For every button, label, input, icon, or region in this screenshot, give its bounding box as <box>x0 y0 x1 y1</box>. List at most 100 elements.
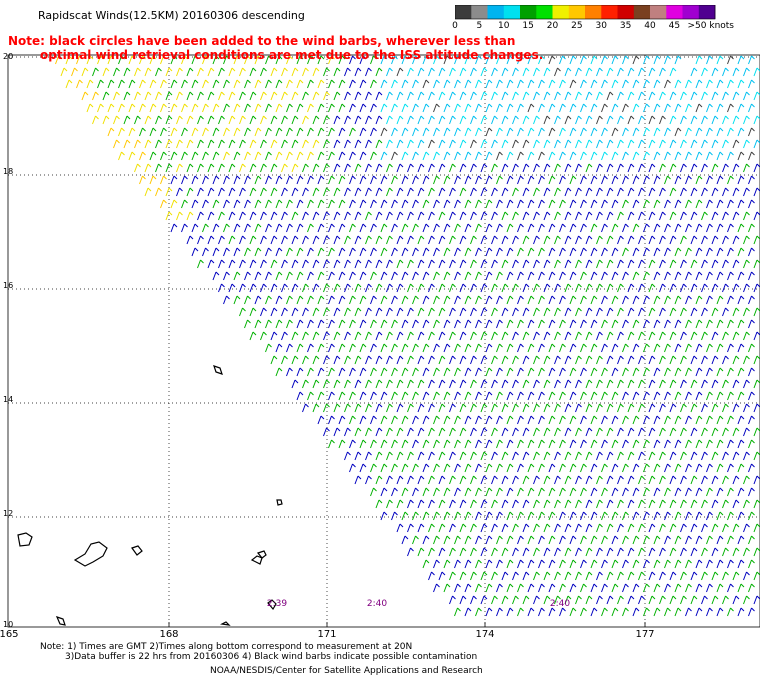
wind-barb <box>249 187 257 197</box>
wind-barb <box>443 559 451 569</box>
wind-barb <box>323 115 330 125</box>
wind-barb <box>191 79 199 89</box>
wind-barb <box>407 259 414 269</box>
wind-barb <box>706 487 713 497</box>
wind-barb <box>706 319 713 329</box>
wind-barb <box>695 103 703 113</box>
wind-barb <box>716 271 724 281</box>
wind-barb <box>701 187 708 197</box>
wind-barb <box>753 91 760 101</box>
wind-barb <box>695 439 703 449</box>
wind-barb <box>753 355 760 365</box>
wind-barb <box>653 343 661 353</box>
wind-barb <box>239 211 246 221</box>
wind-barb <box>533 595 540 605</box>
wind-barb <box>648 331 656 341</box>
wind-barb <box>496 559 503 569</box>
wind-barb <box>716 391 724 401</box>
wind-barb <box>506 127 514 137</box>
wind-barb <box>533 379 540 389</box>
wind-barb <box>344 235 351 245</box>
wind-barb <box>695 79 703 89</box>
wind-barb <box>596 379 603 389</box>
wind-barb <box>428 91 435 101</box>
wind-barb <box>538 391 545 401</box>
wind-barb <box>643 583 650 593</box>
wind-barb <box>548 79 556 89</box>
wind-barb <box>370 175 377 185</box>
wind-barb <box>559 343 566 353</box>
wind-barb <box>643 439 650 449</box>
wind-barb <box>286 199 293 209</box>
wind-barb <box>538 271 545 281</box>
wind-barb <box>328 199 335 209</box>
wind-barb <box>617 67 624 77</box>
wind-barb <box>601 535 608 545</box>
wind-barb <box>512 259 519 269</box>
wind-barb <box>449 139 456 149</box>
wind-barb <box>223 127 230 137</box>
wind-barb <box>564 571 572 581</box>
wind-barb <box>585 115 593 125</box>
wind-barb <box>485 55 493 65</box>
wind-barb <box>522 163 530 173</box>
wind-barb <box>464 295 472 305</box>
wind-barb <box>102 91 110 101</box>
wind-barb <box>433 463 440 473</box>
wind-barb <box>659 499 666 509</box>
wind-barb <box>349 175 356 185</box>
wind-barb <box>737 319 745 329</box>
wind-barb <box>737 415 745 425</box>
wind-barb <box>506 511 514 521</box>
wind-barb <box>632 487 640 497</box>
colorbar-swatch <box>487 5 505 19</box>
wind-barb <box>228 67 236 77</box>
wind-barb <box>522 499 530 509</box>
wind-barb <box>333 187 341 197</box>
wind-barb <box>459 427 467 437</box>
wind-barb <box>685 319 692 329</box>
wind-barb <box>428 187 435 197</box>
wind-barb <box>212 175 220 185</box>
wind-barb <box>239 115 246 125</box>
wind-barb <box>632 511 640 521</box>
wind-barb <box>480 211 488 221</box>
wind-barb <box>459 451 467 461</box>
wind-barb <box>538 79 545 89</box>
wind-barb <box>622 103 629 113</box>
wind-barb <box>396 403 404 413</box>
wind-barb <box>433 415 440 425</box>
wind-barb <box>375 283 383 293</box>
wind-barb <box>722 547 729 557</box>
wind-barb <box>354 259 362 269</box>
wind-barb <box>743 163 750 173</box>
wind-barb <box>464 151 472 161</box>
wind-barb <box>643 175 650 185</box>
wind-barb <box>722 451 729 461</box>
wind-barb <box>412 79 419 89</box>
wind-barb <box>338 439 346 449</box>
wind-barb <box>323 403 330 413</box>
wind-barb <box>622 175 629 185</box>
wind-barb <box>575 331 582 341</box>
wind-barb <box>580 199 587 209</box>
wind-barb <box>286 127 293 137</box>
wind-barb <box>596 571 603 581</box>
wind-barb <box>585 451 593 461</box>
wind-barb <box>401 151 409 161</box>
wind-barb <box>722 379 729 389</box>
wind-barb <box>428 571 435 581</box>
wind-barb <box>732 211 740 221</box>
wind-barb <box>653 415 661 425</box>
wind-barb <box>386 283 393 293</box>
wind-barb <box>443 319 451 329</box>
wind-barb <box>732 427 740 437</box>
wind-barb <box>512 115 519 125</box>
wind-barb <box>228 259 236 269</box>
wind-barb <box>401 127 409 137</box>
wind-barb <box>527 175 535 185</box>
wind-barb <box>512 499 519 509</box>
wind-barb <box>239 91 246 101</box>
wind-barb <box>491 523 498 533</box>
wind-barb <box>727 319 734 329</box>
